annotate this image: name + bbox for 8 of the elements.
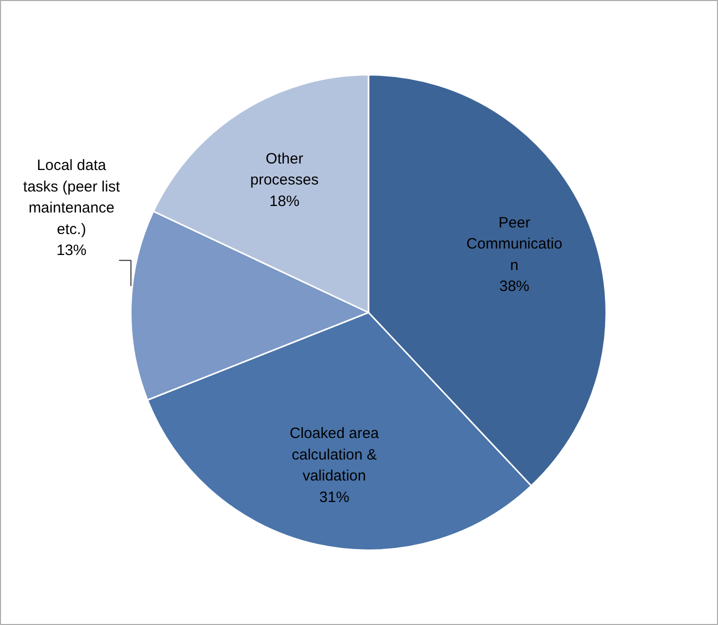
data-label: 13% [56,242,87,260]
slice-label: Cloaked area calculation & validation [290,425,380,485]
data-label: 18% [269,192,300,210]
data-label: 31% [319,488,350,506]
data-label: 38% [499,278,530,296]
slice-label: Local data tasks (peer list maintenance etc.) [23,157,121,238]
slice-label: Other processes [250,150,319,189]
slice-label: Peer Communicatio n [466,214,562,274]
